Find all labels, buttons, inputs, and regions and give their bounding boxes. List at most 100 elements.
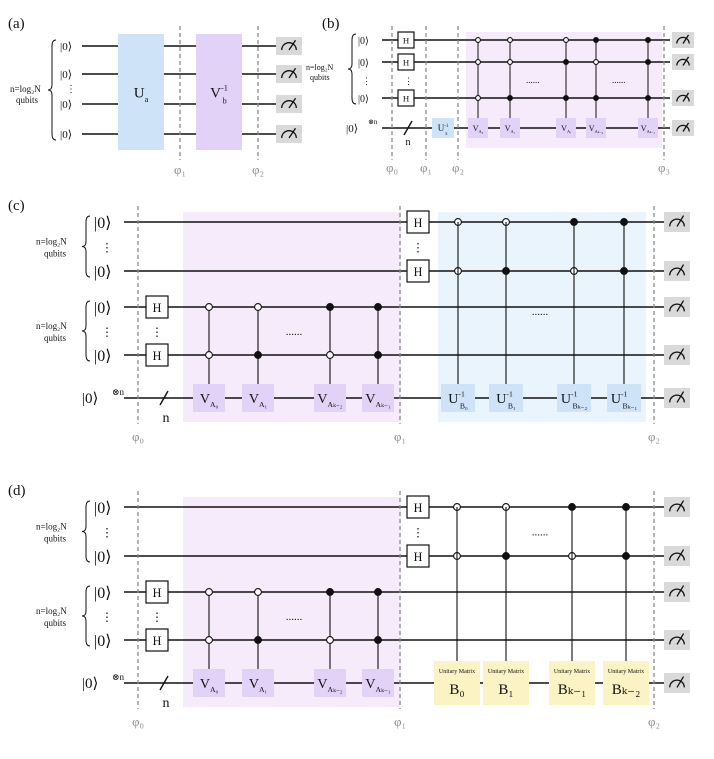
- gate-label-sub: Aₖ₋₂: [595, 129, 604, 134]
- meter-needle: [676, 215, 685, 227]
- control-dot-open: [507, 37, 513, 43]
- wire-count-label: n: [163, 411, 170, 426]
- u-a-block: [118, 34, 164, 150]
- controlled-v-gate: [500, 118, 520, 138]
- measurement-icon: [276, 65, 302, 83]
- gate-label-base: V: [365, 677, 375, 692]
- gate-label-base: V: [365, 392, 375, 407]
- hadamard-box: [406, 259, 430, 283]
- controlled-v-label: VA₁: [505, 124, 516, 134]
- hadamard-gate: H: [145, 295, 169, 319]
- controlled-v-label: VA₀: [200, 392, 219, 409]
- meter-background: [664, 388, 690, 408]
- meter-arc: [281, 130, 297, 139]
- control-dot-filled: [507, 95, 513, 101]
- qubit-brace: [47, 39, 57, 141]
- control-dot-filled: [254, 351, 262, 359]
- measurement-icon: [672, 32, 694, 48]
- meter-arc: [669, 267, 685, 276]
- vertical-dots: ⋮: [101, 610, 113, 624]
- meter-arc: [669, 351, 685, 360]
- ket-label: |0⟩: [94, 300, 111, 317]
- gate-label-sub: A₀: [210, 400, 219, 409]
- meter-arc: [676, 36, 690, 44]
- gate-label-sub: A₁: [259, 685, 268, 694]
- hadamard-box: [406, 210, 430, 234]
- phase-label: φ₀: [386, 160, 398, 175]
- gate-label-base: U: [134, 85, 145, 101]
- controlled-v-gate: [362, 669, 394, 697]
- control-dot-filled: [645, 37, 651, 43]
- vertical-dots: ⋮: [404, 76, 413, 86]
- meter-arc: [669, 218, 685, 227]
- phase-label: φ₃: [658, 160, 670, 175]
- phase-label: φ₂: [252, 162, 264, 177]
- measurement-icon: [276, 95, 302, 113]
- controlled-v-gate: [638, 118, 658, 138]
- ancilla-ket: |0⟩: [82, 676, 98, 692]
- phase-label: φ₁: [174, 162, 186, 177]
- unitary-caption: Unitary Matrix: [608, 669, 644, 675]
- unitary-matrix-block: [483, 661, 529, 705]
- control-dot-open: [475, 59, 481, 65]
- meter-needle: [676, 348, 685, 360]
- qubit-brace: [347, 33, 357, 105]
- ancilla-tensor: ⊗n: [368, 118, 378, 126]
- gate-label-sub: x: [445, 132, 448, 137]
- multi-wire-slash: [159, 390, 169, 406]
- meter-needle: [682, 34, 690, 44]
- meter-needle: [676, 500, 685, 512]
- meter-needle: [682, 56, 690, 66]
- control-dot-filled: [374, 636, 382, 644]
- meter-arc: [669, 394, 685, 403]
- hadamard-gate: H: [406, 544, 430, 568]
- hadamard-label: H: [414, 550, 423, 564]
- vertical-dots: ⋮: [66, 84, 76, 95]
- meter-needle: [288, 67, 297, 79]
- gate-label-sub: Aᵢ: [567, 129, 571, 134]
- control-dot-filled: [374, 588, 382, 596]
- gate-label-sup: -1: [506, 390, 513, 399]
- brace-label: qubits: [16, 95, 39, 105]
- ellipsis: ......: [532, 527, 549, 539]
- control-dot-filled: [326, 303, 334, 311]
- controlled-v-label: VA₁: [249, 392, 268, 409]
- phase-label: φ₁: [394, 714, 406, 729]
- meter-needle: [676, 585, 685, 597]
- meter-arc: [669, 636, 685, 645]
- meter-arc: [669, 503, 685, 512]
- vertical-dots: ⋮: [412, 526, 424, 540]
- brace-label: n=log₂N: [306, 63, 334, 72]
- brace-label: qubits: [44, 534, 67, 544]
- ellipsis: ......: [286, 611, 303, 623]
- gate-label-base: U: [438, 123, 445, 133]
- control-dot-filled: [374, 351, 382, 359]
- ancilla-ket: |0⟩: [82, 391, 98, 407]
- hadamard-label: H: [414, 265, 423, 279]
- meter-background: [672, 32, 694, 48]
- measurement-icon: [276, 125, 302, 143]
- ket-label: |0⟩: [60, 69, 72, 81]
- control-dot-filled: [254, 636, 262, 644]
- meter-arc: [281, 70, 297, 79]
- controlled-v-label: VAₖ₋₂: [589, 124, 604, 134]
- control-dot-filled: [645, 95, 651, 101]
- vertical-dots: ⋮: [151, 610, 163, 624]
- gate-label-sup: -1: [571, 390, 578, 399]
- controlled-v-gate: [556, 118, 576, 138]
- hadamard-gate: H: [397, 53, 415, 71]
- vertical-dots: ⋮: [101, 526, 113, 540]
- control-dot-filled: [593, 95, 599, 101]
- control-dot-open: [563, 37, 569, 43]
- meter-arc: [676, 124, 690, 132]
- control-dot-open: [593, 59, 599, 65]
- meter-needle: [288, 97, 297, 109]
- measurement-icon: [664, 582, 690, 602]
- controlled-v-label: VAₖ₋₂: [317, 677, 343, 694]
- controlled-u-label: U-1 Bₖ₋₁: [611, 390, 638, 411]
- measurement-icon: [664, 497, 690, 517]
- vertical-dots: ⋮: [412, 241, 424, 255]
- ellipsis: ......: [612, 75, 626, 85]
- ket-label: |0⟩: [94, 264, 111, 281]
